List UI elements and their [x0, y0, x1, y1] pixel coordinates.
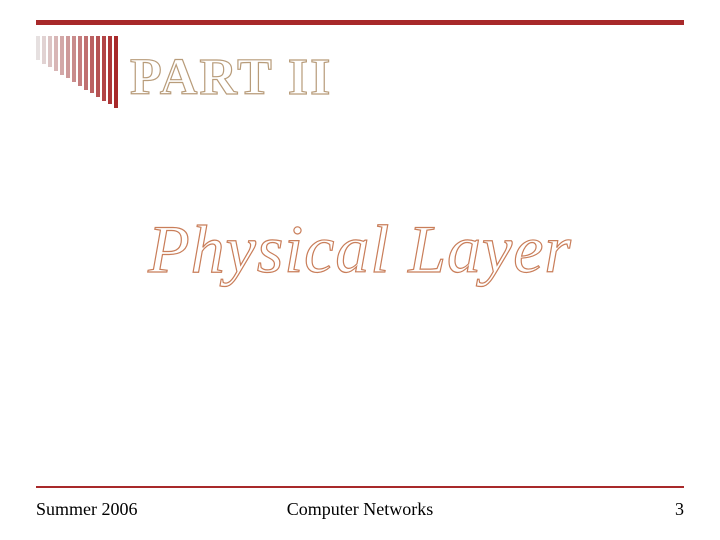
deco-bar — [42, 36, 46, 64]
deco-bar — [96, 36, 100, 97]
deco-bar — [108, 36, 112, 104]
decorative-bars — [36, 36, 118, 108]
footer: Summer 2006 Computer Networks 3 — [36, 499, 684, 520]
bottom-rule — [36, 486, 684, 488]
deco-bar — [36, 36, 40, 60]
deco-bar — [84, 36, 88, 90]
deco-bar — [78, 36, 82, 86]
deco-bar — [102, 36, 106, 101]
deco-bar — [60, 36, 64, 75]
deco-bar — [114, 36, 118, 108]
deco-bar — [90, 36, 94, 93]
top-rule — [36, 20, 684, 25]
deco-bar — [66, 36, 70, 78]
footer-center: Computer Networks — [36, 499, 684, 520]
deco-bar — [72, 36, 76, 82]
slide-subtitle: Physical Layer — [0, 210, 720, 289]
slide-title: PART II — [130, 48, 332, 107]
deco-bar — [54, 36, 58, 71]
deco-bar — [48, 36, 52, 67]
